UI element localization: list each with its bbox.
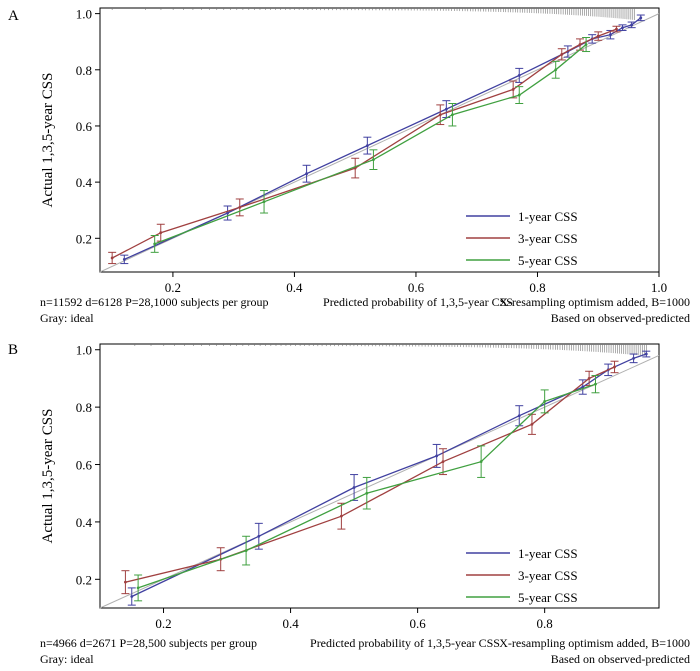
data-point (621, 26, 624, 30)
series-2 (108, 25, 621, 265)
x-tick-label: 0.4 (282, 616, 299, 631)
y-tick-label: 0.4 (76, 175, 93, 190)
data-point (339, 514, 343, 518)
data-point (130, 595, 134, 598)
data-point (613, 365, 616, 369)
data-point (530, 422, 534, 426)
legend-label: 3-year CSS (518, 231, 578, 246)
series-3 (134, 375, 600, 602)
y-tick-label: 0.8 (76, 63, 92, 78)
x-axis-title: Predicted probability of 1,3,5-year CSS (323, 295, 513, 309)
data-point (554, 68, 558, 72)
data-point (632, 356, 635, 360)
x-tick-label: 0.2 (155, 616, 171, 631)
legend-label: 1-year CSS (518, 546, 578, 561)
data-point (435, 454, 439, 458)
data-point (159, 231, 163, 235)
data-point (372, 158, 375, 162)
data-point (352, 486, 356, 489)
legend: 1-year CSS 3-year CSS 5-year CSS (466, 209, 578, 268)
x-tick-label: 0.2 (165, 280, 181, 295)
x-axis-title: Predicted probability of 1,3,5-year CSS (310, 636, 500, 650)
data-point (124, 580, 127, 584)
y-tick-label: 1.0 (76, 343, 92, 358)
data-point (517, 93, 521, 97)
data-point (639, 16, 643, 20)
panel-label: A (8, 8, 19, 24)
data-point (517, 414, 521, 418)
data-point (543, 399, 547, 403)
x-tick-label: 0.8 (529, 280, 545, 295)
data-point (305, 172, 308, 176)
footnote-sample-size: n=11592 d=6128 P=28,1000 subjects per gr… (40, 295, 269, 309)
x-tick-label: 0.6 (408, 280, 425, 295)
x-tick-label: 0.6 (409, 616, 426, 631)
series-line (137, 383, 596, 589)
y-tick-label: 0.6 (76, 458, 93, 473)
data-point (153, 242, 157, 246)
data-point (511, 88, 515, 91)
data-point (644, 352, 648, 356)
calibration-panel-a: A 0.2 0.4 0.6 0.8 1.0 0.2 0.4 0.6 0.8 1.0 Actual 1,… (8, 7, 690, 325)
prediction-rug (111, 8, 635, 20)
data-point (560, 52, 564, 56)
data-point (584, 43, 588, 46)
data-point (136, 586, 140, 590)
legend-label: 3-year CSS (518, 568, 578, 583)
footnote-resampling: X-resampling optimism added, B=1000 (499, 636, 690, 650)
series-1 (120, 14, 645, 265)
data-point (122, 257, 126, 261)
y-tick-label: 0.2 (76, 231, 92, 246)
data-point (578, 43, 582, 46)
legend-label: 1-year CSS (518, 209, 578, 224)
y-tick-label: 0.4 (76, 515, 93, 530)
footnote-basis: Based on observed-predicted (551, 652, 690, 666)
y-tick-label: 0.8 (76, 400, 92, 415)
calibration-panel-b: B 0.2 0.4 0.6 0.8 0.2 0.4 0.6 0.8 1.0 Actual 1,3,5… (8, 342, 690, 666)
panel-label: B (8, 342, 18, 358)
data-point (438, 113, 442, 117)
data-point (615, 27, 618, 31)
y-axis-title: Actual 1,3,5-year CSS (40, 73, 56, 208)
x-tick-label: 0.4 (286, 280, 303, 295)
y-axis-title: Actual 1,3,5-year CSS (40, 409, 56, 544)
y-tick-label: 0.6 (76, 119, 93, 134)
data-point (257, 534, 261, 538)
footnote-ideal: Gray: ideal (40, 652, 94, 666)
data-point (594, 382, 597, 386)
footnote-resampling: X-resampling optimism added, B=1000 (499, 295, 690, 309)
series-1 (127, 350, 651, 606)
legend-label: 5-year CSS (518, 590, 578, 605)
footnote-ideal: Gray: ideal (40, 311, 94, 325)
data-point (226, 211, 229, 215)
data-point (630, 23, 634, 27)
series-3 (150, 36, 591, 253)
footnote-sample-size: n=4966 d=2671 P=28,500 subjects per grou… (40, 636, 257, 650)
data-point (587, 377, 591, 380)
series-line (124, 17, 642, 260)
data-point (596, 34, 600, 38)
data-point (262, 200, 266, 204)
prediction-rug (134, 344, 647, 356)
data-point (365, 491, 369, 495)
data-point (244, 549, 248, 553)
data-point (441, 460, 445, 464)
series-line (111, 28, 617, 259)
y-tick-label: 0.2 (76, 572, 92, 587)
y-tick-label: 1.0 (76, 7, 92, 22)
legend: 1-year CSS 3-year CSS 5-year CSS (466, 546, 578, 605)
x-tick-label: 0.8 (537, 616, 553, 631)
data-point (238, 206, 242, 209)
data-point (110, 256, 114, 260)
x-tick-label: 1.0 (651, 280, 667, 295)
data-point (608, 33, 612, 37)
data-point (451, 113, 454, 117)
data-point (479, 460, 483, 464)
data-point (444, 107, 448, 111)
footnote-basis: Based on observed-predicted (551, 311, 690, 325)
data-point (517, 74, 521, 77)
data-point (365, 144, 369, 148)
legend-label: 5-year CSS (518, 253, 578, 268)
